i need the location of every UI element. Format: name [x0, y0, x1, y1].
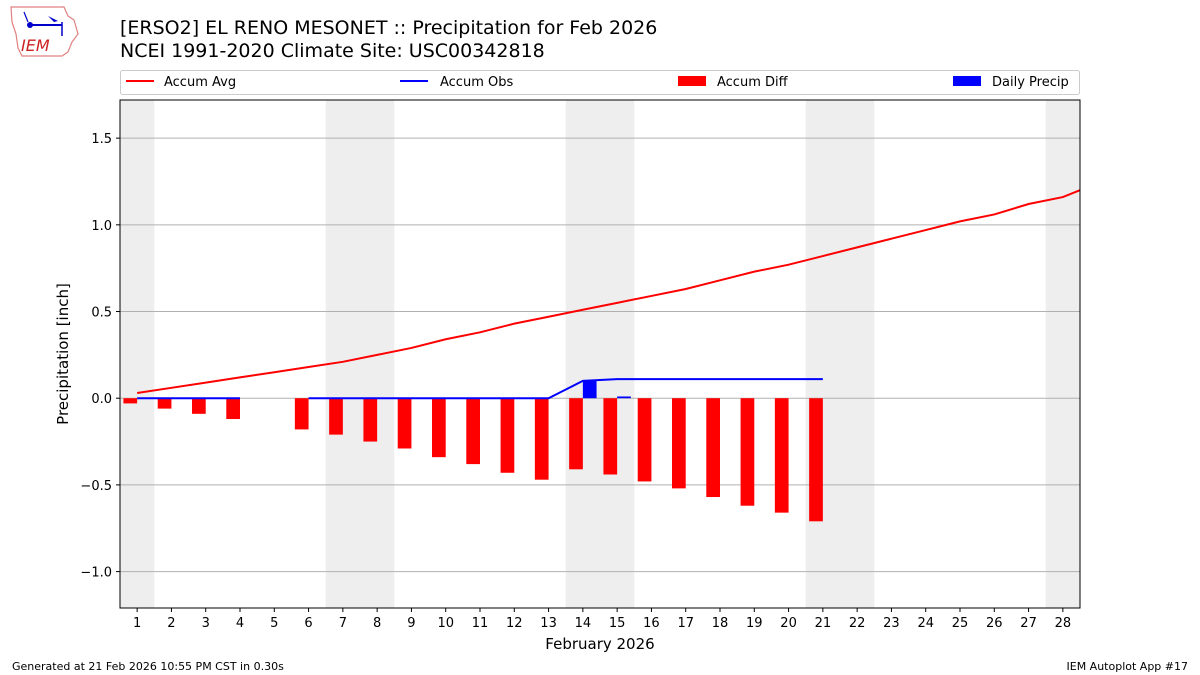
y-tick-label: 0.0: [91, 392, 112, 407]
legend-obs-label: Accum Obs: [440, 75, 513, 90]
x-tick-label: 11: [472, 616, 489, 631]
x-tick-label: 28: [1055, 616, 1072, 631]
accum-diff-bar: [534, 398, 549, 480]
x-tick-label: 5: [270, 616, 278, 631]
x-tick-label: 9: [407, 616, 415, 631]
x-tick-label: 24: [917, 616, 934, 631]
x-tick-label: 4: [236, 616, 244, 631]
x-tick-label: 26: [986, 616, 1003, 631]
accum-diff-bar: [397, 398, 412, 449]
x-tick-label: 2: [167, 616, 175, 631]
accum-diff-bar: [603, 398, 618, 475]
accum-diff-bar: [157, 398, 172, 409]
accum-diff-bar: [672, 398, 686, 489]
accum-diff-bar: [294, 398, 309, 430]
accum-diff-bar: [363, 398, 378, 442]
accum-diff-bar: [809, 398, 823, 522]
x-tick-label: 6: [304, 616, 312, 631]
x-tick-label: 21: [815, 616, 832, 631]
weekend-shade: [805, 100, 840, 608]
axes-frame: [119, 99, 1081, 609]
accum-diff-bar: [569, 398, 583, 470]
weekend-shade: [120, 100, 155, 608]
accum-diff-bar: [432, 398, 446, 458]
x-tick-label: 8: [373, 616, 381, 631]
daily-precip-bar: [582, 380, 597, 399]
x-tick-label: 16: [643, 616, 660, 631]
x-tick-label: 7: [339, 616, 347, 631]
x-tick-label: 13: [540, 616, 557, 631]
x-tick-label: 22: [849, 616, 866, 631]
y-tick-label: 1.0: [91, 219, 112, 234]
legend-diff-label: Accum Diff: [717, 75, 789, 90]
x-tick-label: 15: [609, 616, 626, 631]
x-tick-label: 18: [712, 616, 729, 631]
x-tick-label: 10: [437, 616, 454, 631]
x-tick-label: 27: [1020, 616, 1037, 631]
daily-precip-bar: [617, 396, 631, 399]
y-tick-label: 0.5: [91, 306, 112, 321]
legend: Accum Avg Accum Obs Accum Diff Daily Pre…: [120, 70, 1080, 95]
legend-diff-swatch: [678, 76, 706, 86]
accum-diff-bar: [500, 398, 515, 473]
accum-diff-bar: [706, 398, 720, 498]
weekend-shade: [600, 100, 635, 608]
accum-diff-bar: [740, 398, 755, 506]
weekend-shade: [325, 100, 360, 608]
accum-diff-bar: [774, 398, 789, 513]
y-tick-label: 1.5: [91, 132, 112, 147]
footer-app: IEM Autoplot App #17: [1066, 660, 1189, 673]
iem-logo: IEM: [10, 6, 79, 57]
x-tick-label: 25: [952, 616, 969, 631]
x-axis-label: February 2026: [545, 635, 654, 653]
accum-diff-bar: [329, 398, 343, 435]
x-tick-label: 19: [746, 616, 763, 631]
footer-generated: Generated at 21 Feb 2026 10:55 PM CST in…: [12, 660, 284, 673]
weekend-shade: [1045, 100, 1080, 608]
x-tick-label: 3: [202, 616, 210, 631]
accum-diff-bar: [226, 398, 240, 420]
accum-diff-bar: [192, 398, 206, 414]
logo-text: IEM: [21, 36, 50, 55]
accum-diff-bar: [123, 398, 138, 404]
x-tick-label: 23: [883, 616, 900, 631]
y-axis-label: Precipitation [inch]: [54, 283, 72, 425]
legend-daily-swatch: [953, 76, 981, 86]
chart-title: [ERSO2] EL RENO MESONET :: Precipitation…: [120, 17, 658, 39]
legend-avg-label: Accum Avg: [164, 75, 236, 90]
accum-diff-bar: [637, 398, 652, 482]
y-tick-label: −1.0: [80, 566, 112, 581]
y-tick-label: −0.5: [80, 479, 112, 494]
accum-obs-line: [308, 378, 823, 400]
x-tick-label: 17: [677, 616, 694, 631]
weekend-shade: [565, 100, 600, 608]
x-tick-label: 1: [133, 616, 141, 631]
legend-daily-label: Daily Precip: [992, 75, 1069, 90]
x-tick-label: 14: [575, 616, 592, 631]
accum-avg-line: [136, 189, 1081, 394]
weekend-shade: [840, 100, 875, 608]
chart-subtitle: NCEI 1991-2020 Climate Site: USC00342818: [120, 40, 545, 62]
accum-diff-bar: [466, 398, 480, 465]
x-tick-label: 12: [506, 616, 523, 631]
x-tick-label: 20: [780, 616, 797, 631]
